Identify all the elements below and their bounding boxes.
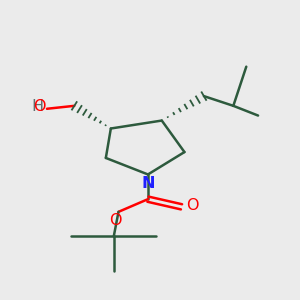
- Text: N: N: [142, 176, 155, 191]
- Text: O: O: [109, 213, 122, 228]
- Text: O: O: [33, 99, 46, 114]
- Text: H: H: [31, 99, 44, 114]
- Text: O: O: [186, 198, 198, 213]
